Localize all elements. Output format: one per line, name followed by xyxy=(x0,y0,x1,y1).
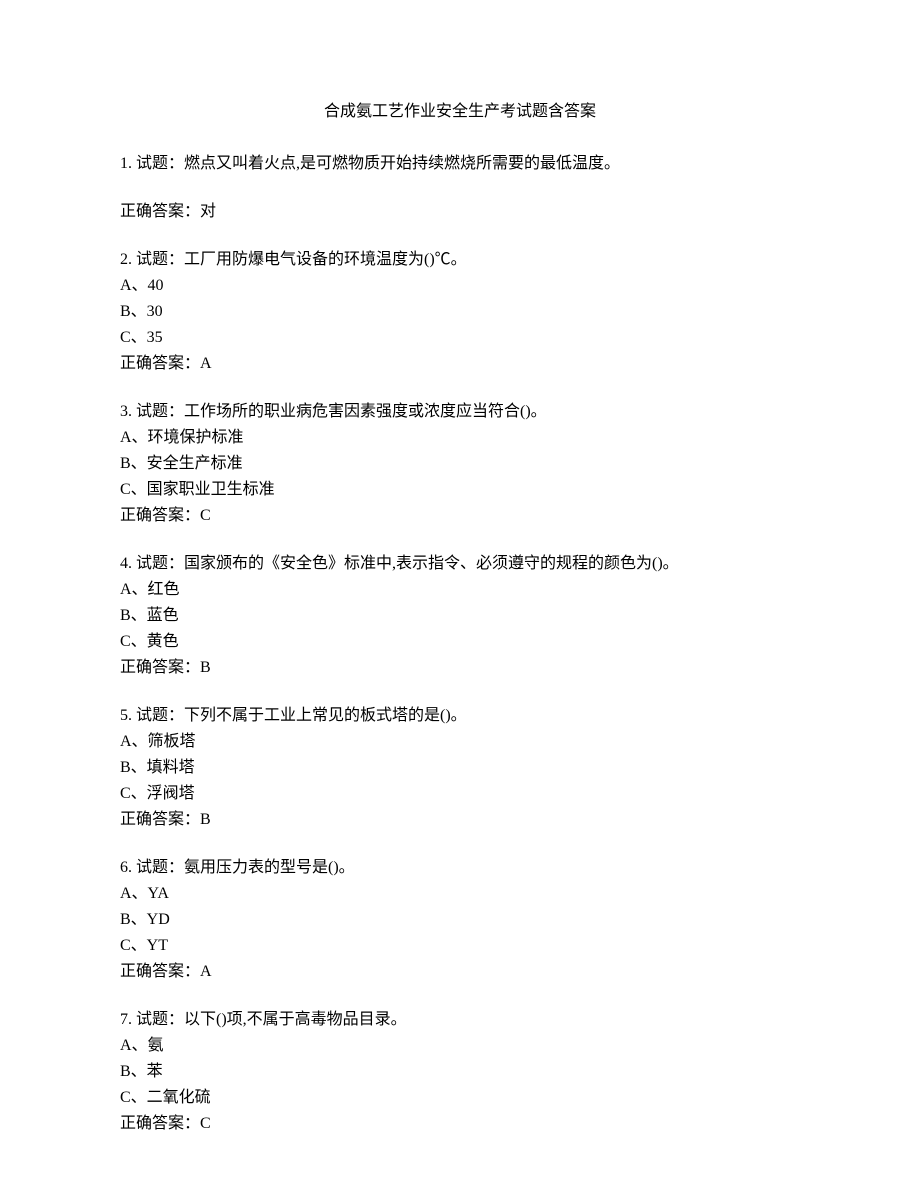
question-1: 1. 试题：燃点又叫着火点,是可燃物质开始持续燃烧所需要的最低温度。 正确答案：… xyxy=(120,152,800,224)
question-4: 4. 试题：国家颁布的《安全色》标准中,表示指令、必须遵守的规程的颜色为()。 … xyxy=(120,552,800,680)
document-title: 合成氨工艺作业安全生产考试题含答案 xyxy=(120,100,800,124)
spacer xyxy=(120,178,800,200)
question-answer: 正确答案：对 xyxy=(120,200,800,224)
question-option: A、YA xyxy=(120,882,800,906)
question-option: B、苯 xyxy=(120,1060,800,1084)
question-option: B、填料塔 xyxy=(120,756,800,780)
question-option: C、35 xyxy=(120,326,800,350)
question-answer: 正确答案：B xyxy=(120,808,800,832)
question-answer: 正确答案：A xyxy=(120,960,800,984)
question-2: 2. 试题：工厂用防爆电气设备的环境温度为()℃。 A、40 B、30 C、35… xyxy=(120,248,800,376)
question-text: 6. 试题：氨用压力表的型号是()。 xyxy=(120,856,800,880)
question-option: A、红色 xyxy=(120,578,800,602)
question-option: B、安全生产标准 xyxy=(120,452,800,476)
question-6: 6. 试题：氨用压力表的型号是()。 A、YA B、YD C、YT 正确答案：A xyxy=(120,856,800,984)
question-7: 7. 试题：以下()项,不属于高毒物品目录。 A、氨 B、苯 C、二氧化硫 正确… xyxy=(120,1008,800,1136)
question-5: 5. 试题：下列不属于工业上常见的板式塔的是()。 A、筛板塔 B、填料塔 C、… xyxy=(120,704,800,832)
question-answer: 正确答案：C xyxy=(120,504,800,528)
question-option: B、蓝色 xyxy=(120,604,800,628)
question-option: C、黄色 xyxy=(120,630,800,654)
question-3: 3. 试题：工作场所的职业病危害因素强度或浓度应当符合()。 A、环境保护标准 … xyxy=(120,400,800,528)
question-text: 2. 试题：工厂用防爆电气设备的环境温度为()℃。 xyxy=(120,248,800,272)
question-answer: 正确答案：C xyxy=(120,1112,800,1136)
question-answer: 正确答案：B xyxy=(120,656,800,680)
question-option: B、YD xyxy=(120,908,800,932)
question-option: C、YT xyxy=(120,934,800,958)
question-text: 5. 试题：下列不属于工业上常见的板式塔的是()。 xyxy=(120,704,800,728)
question-option: A、筛板塔 xyxy=(120,730,800,754)
question-option: C、浮阀塔 xyxy=(120,782,800,806)
question-option: A、环境保护标准 xyxy=(120,426,800,450)
question-option: C、二氧化硫 xyxy=(120,1086,800,1110)
question-text: 1. 试题：燃点又叫着火点,是可燃物质开始持续燃烧所需要的最低温度。 xyxy=(120,152,800,176)
question-text: 7. 试题：以下()项,不属于高毒物品目录。 xyxy=(120,1008,800,1032)
question-text: 3. 试题：工作场所的职业病危害因素强度或浓度应当符合()。 xyxy=(120,400,800,424)
question-text: 4. 试题：国家颁布的《安全色》标准中,表示指令、必须遵守的规程的颜色为()。 xyxy=(120,552,800,576)
question-option: A、氨 xyxy=(120,1034,800,1058)
question-option: C、国家职业卫生标准 xyxy=(120,478,800,502)
question-option: A、40 xyxy=(120,274,800,298)
question-option: B、30 xyxy=(120,300,800,324)
question-answer: 正确答案：A xyxy=(120,352,800,376)
